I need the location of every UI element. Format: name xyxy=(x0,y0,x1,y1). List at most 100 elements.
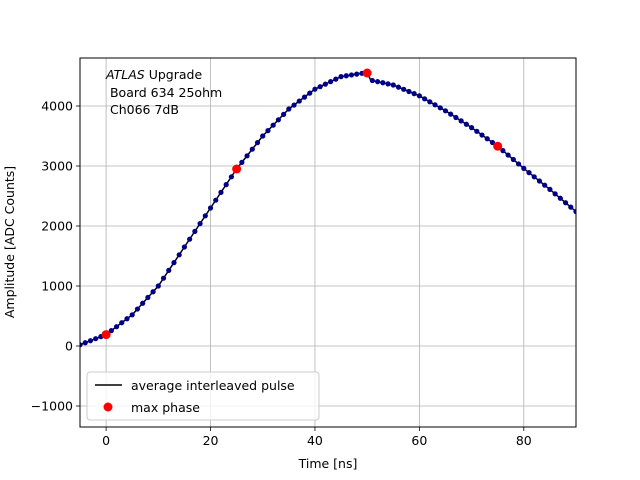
max-phase-point xyxy=(493,141,503,151)
pulse-sample-point xyxy=(140,300,146,306)
pulse-sample-point xyxy=(531,174,537,180)
pulse-sample-point xyxy=(187,236,193,242)
annotation-line-2: Board 634 25ohm xyxy=(106,85,222,100)
pulse-sample-point xyxy=(192,228,198,234)
y-tick-label: −1000 xyxy=(31,399,73,414)
x-tick-label: 0 xyxy=(102,433,110,448)
pulse-sample-point xyxy=(515,161,522,167)
pulse-sample-point xyxy=(437,105,443,111)
pulse-sample-point xyxy=(385,81,391,87)
atlas-label: ATLAS xyxy=(105,67,145,82)
x-tick-label: 60 xyxy=(411,433,427,448)
pulse-sample-point xyxy=(239,159,245,165)
pulse-sample-point xyxy=(500,148,506,154)
x-tick-label: 80 xyxy=(516,433,532,448)
pulse-sample-point xyxy=(479,132,485,138)
pulse-sample-point xyxy=(181,244,188,250)
annotation-line-1: ATLAS Upgrade xyxy=(105,67,202,82)
pulse-sample-point xyxy=(354,71,360,77)
y-tick-label: 0 xyxy=(65,339,73,354)
pulse-sample-point xyxy=(557,195,563,201)
pulse-sample-point xyxy=(375,79,381,85)
pulse-sample-point xyxy=(223,182,229,188)
pulse-sample-point xyxy=(270,122,276,128)
pulse-sample-point xyxy=(448,111,454,117)
y-axis-label: Amplitude [ADC Counts] xyxy=(2,166,17,318)
pulse-sample-point xyxy=(453,114,459,121)
pulse-sample-point xyxy=(338,74,344,80)
pulse-sample-point xyxy=(176,252,182,258)
pulse-sample-point xyxy=(317,84,323,90)
pulse-sample-point xyxy=(526,170,532,176)
pulse-sample-point xyxy=(348,72,355,78)
pulse-sample-point xyxy=(150,289,156,295)
pulse-sample-point xyxy=(395,84,402,90)
pulse-sample-point xyxy=(207,205,214,211)
x-tick-label: 20 xyxy=(203,433,219,448)
pulse-sample-point xyxy=(552,191,558,197)
pulse-sample-point xyxy=(296,98,302,104)
y-tick-label: 2000 xyxy=(41,219,73,234)
pulse-sample-point xyxy=(343,73,349,79)
plot-series xyxy=(80,68,576,348)
pulse-sample-point xyxy=(166,267,172,273)
x-tick-label: 40 xyxy=(307,433,323,448)
pulse-sample-point xyxy=(108,328,114,334)
pulse-sample-point xyxy=(505,152,511,158)
pulse-sample-point xyxy=(82,340,88,346)
pulse-sample-point xyxy=(171,260,177,266)
x-axis-label: Time [ns] xyxy=(298,456,358,471)
max-phase-point xyxy=(362,68,372,78)
pulse-sample-point xyxy=(369,77,375,84)
pulse-sample-point xyxy=(333,76,339,82)
pulse-sample-point xyxy=(468,125,475,131)
pulse-sample-point xyxy=(281,111,287,117)
pulse-sample-point xyxy=(301,94,308,100)
y-tick-label: 4000 xyxy=(41,99,73,114)
pulse-sample-point xyxy=(129,312,135,318)
pulse-sample-point xyxy=(124,316,130,322)
pulse-sample-point xyxy=(260,133,266,139)
pulse-sample-point xyxy=(416,93,422,99)
pulse-sample-point xyxy=(244,153,250,159)
series-group xyxy=(80,68,576,348)
x-tick-marks: 0 20 40 60 80 xyxy=(102,427,532,448)
pulse-sample-point xyxy=(328,79,334,85)
pulse-sample-point xyxy=(380,80,386,86)
pulse-sample-point xyxy=(160,275,167,281)
pulse-sample-point xyxy=(134,306,141,312)
pulse-sample-point xyxy=(145,294,151,301)
pulse-sample-point xyxy=(93,336,99,342)
pulse-sample-point xyxy=(291,102,297,108)
pulse-sample-point xyxy=(510,156,516,163)
pulse-sample-point xyxy=(474,128,480,134)
y-tick-label: 3000 xyxy=(41,159,73,174)
y-tick-label: 1000 xyxy=(41,279,73,294)
upgrade-label: Upgrade xyxy=(145,67,203,82)
pulse-sample-point xyxy=(406,88,412,95)
pulse-sample-point xyxy=(307,90,313,96)
max-phase-point xyxy=(232,164,242,174)
pulse-sample-point xyxy=(562,200,569,206)
pulse-sample-point xyxy=(484,136,490,142)
pulse-sample-point xyxy=(432,102,438,108)
pulse-sample-point xyxy=(547,186,553,192)
pulse-sample-point xyxy=(421,96,428,102)
legend-entry-pulse: average interleaved pulse xyxy=(131,378,295,393)
pulse-sample-point xyxy=(286,106,292,112)
pulse-sample-point xyxy=(275,117,281,123)
pulse-sample-point xyxy=(463,121,469,127)
pulse-sample-point xyxy=(312,86,318,92)
pulse-sample-point xyxy=(489,139,496,146)
pulse-sample-point xyxy=(390,82,396,88)
pulse-sample-point xyxy=(119,320,125,326)
pulse-sample-point xyxy=(265,128,271,134)
plot-frame xyxy=(79,57,577,428)
legend: average interleaved pulse max phase xyxy=(86,371,320,421)
legend-marker-swatch xyxy=(103,402,113,412)
pulse-sample-point xyxy=(568,204,574,210)
pulse-sample-point xyxy=(213,197,219,203)
pulse-sample-point xyxy=(113,324,120,330)
pulse-sample-point xyxy=(202,213,208,219)
